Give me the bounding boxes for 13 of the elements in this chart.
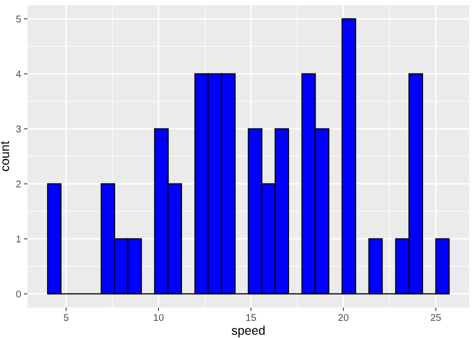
x-axis-title: speed (232, 326, 265, 338)
x-tick-label: 5 (64, 314, 68, 321)
y-tick-label: 1 (16, 236, 21, 242)
y-tick-label: 3 (16, 126, 21, 132)
x-tick-label: 25 (430, 314, 441, 321)
y-tick-label: 2 (16, 180, 21, 188)
y-tick-label: 4 (16, 70, 21, 78)
y-tick-label: 0 (16, 290, 21, 298)
x-tick-label: 20 (338, 314, 348, 321)
x-tick-label: 10 (154, 314, 164, 321)
x-tick-label: 15 (246, 314, 256, 321)
y-axis-title: count (0, 141, 10, 172)
y-tick-label: 5 (16, 16, 21, 22)
